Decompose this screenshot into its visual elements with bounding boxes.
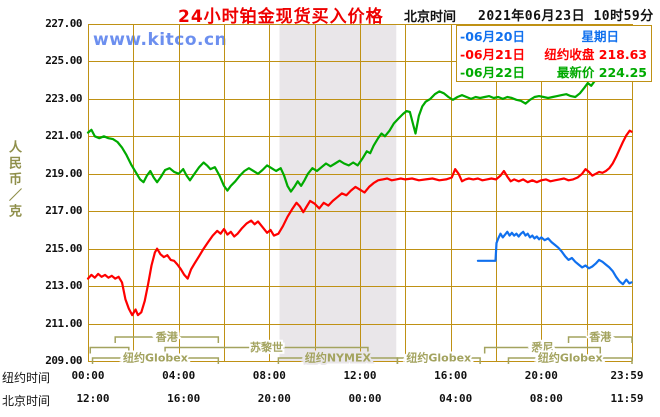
market-session-label: 香港 xyxy=(155,330,179,344)
timezone-label: 北京时间 xyxy=(404,10,457,25)
y-tick-label: 225.00 xyxy=(45,54,82,68)
y-axis-title: 人民币／克 xyxy=(6,140,21,220)
market-session-bracket xyxy=(164,346,369,354)
y-tick-label: 217.00 xyxy=(45,204,82,218)
legend-date: -06月22日 xyxy=(460,64,525,80)
y-tick-label: 219.00 xyxy=(45,166,82,180)
x-tick-label: 11:59 xyxy=(610,392,644,405)
market-session-bracket xyxy=(89,346,130,354)
legend-value: 星期日 xyxy=(581,28,619,44)
nymex-session-band xyxy=(279,24,397,361)
y-tick-label: 221.00 xyxy=(45,129,82,143)
chart-title: 24小时铂金现货买入价格 xyxy=(178,7,384,27)
legend-date: -06月21日 xyxy=(460,46,525,62)
x-tick-label: 20:00 xyxy=(257,392,291,405)
market-session-bracket xyxy=(396,357,481,364)
x-tick-label: 20:00 xyxy=(524,369,558,382)
market-session-bracket xyxy=(91,357,220,364)
x-tick-label: 04:00 xyxy=(439,392,473,405)
x-tick-label: 12:00 xyxy=(343,369,377,382)
legend-item: -06月20日 星期日 xyxy=(457,26,651,44)
y-tick-label: 213.00 xyxy=(45,279,82,293)
y-tick-label: 211.00 xyxy=(45,316,82,330)
price-line-06月21日 xyxy=(86,129,633,317)
x-axis-row1-label: 纽约时间 xyxy=(2,371,51,385)
x-tick-label: 04:00 xyxy=(162,369,196,382)
market-session-bracket xyxy=(483,346,602,354)
market-session-bracket xyxy=(567,336,633,343)
kitco-watermark: www.kitco.cn xyxy=(93,30,228,50)
datetime-label: 2021年06月23日 10时59分 xyxy=(478,9,654,24)
y-tick-label: 215.00 xyxy=(45,241,82,255)
x-tick-label: 16:00 xyxy=(167,392,201,405)
legend-item: -06月21日 纽约收盘 218.63 xyxy=(457,44,651,62)
y-tick-label: 209.00 xyxy=(45,354,82,367)
legend-value: 最新价 224.25 xyxy=(556,64,647,80)
x-tick-label: 16:00 xyxy=(434,369,468,382)
x-tick-label: 23:59 xyxy=(610,369,644,382)
x-tick-label: 00:00 xyxy=(71,369,105,382)
x-tick-label: 12:00 xyxy=(76,392,110,405)
x-tick-label: 08:00 xyxy=(529,392,563,405)
price-line-06月20日 xyxy=(476,230,633,286)
market-session-label: 纽约Globex xyxy=(406,351,471,365)
market-session-label: 纽约NYMEX xyxy=(305,351,372,365)
legend-item: -06月22日 最新价 224.25 xyxy=(457,62,651,80)
legend-box: -06月20日 星期日 -06月21日 纽约收盘 218.63 -06月22日 最新价 2… xyxy=(456,25,652,82)
y-tick-label: 227.00 xyxy=(45,17,82,30)
market-session-label: 香港 xyxy=(588,330,612,344)
market-session-label: 苏黎世 xyxy=(250,340,283,354)
x-tick-label: 00:00 xyxy=(348,392,382,405)
price-line-06月22日 xyxy=(86,70,611,193)
legend-date: -06月20日 xyxy=(460,28,525,44)
market-session-label: 悉尼 xyxy=(530,340,553,354)
market-session-label: 纽约Globex xyxy=(538,351,603,365)
market-session-bracket xyxy=(114,336,220,343)
market-session-label: 纽约Globex xyxy=(123,351,188,365)
market-session-bracket xyxy=(507,357,633,364)
x-tick-label: 08:00 xyxy=(252,369,286,382)
legend-value: 纽约收盘 218.63 xyxy=(544,46,647,62)
y-tick-label: 223.00 xyxy=(45,91,82,105)
x-axis-row2-label: 北京时间 xyxy=(2,394,51,408)
